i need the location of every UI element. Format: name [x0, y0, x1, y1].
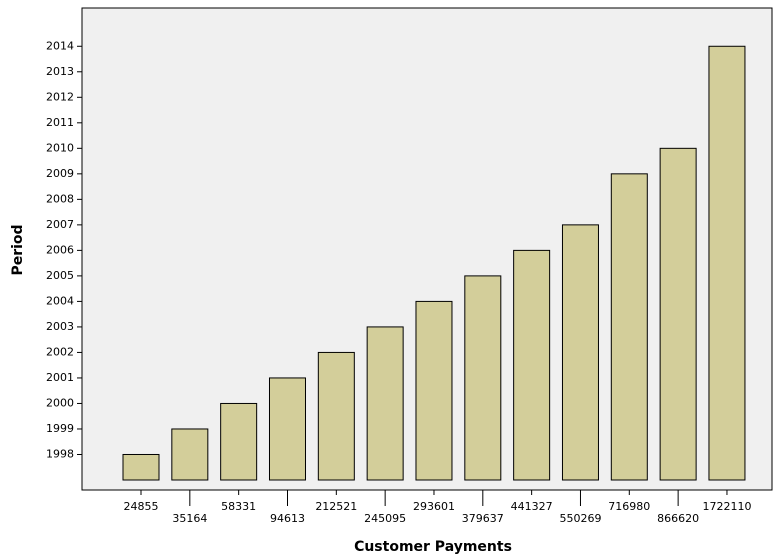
bar — [366, 326, 404, 481]
bar — [171, 428, 209, 481]
x-tick-label: 441327 — [511, 500, 553, 513]
y-tick-label: 2008 — [46, 192, 74, 205]
x-tick-label: 379637 — [462, 512, 504, 525]
x-tick-label: 212521 — [315, 500, 357, 513]
bar — [659, 147, 697, 481]
bar — [317, 351, 355, 481]
x-tick-label: 245095 — [364, 512, 406, 525]
bar — [708, 45, 746, 481]
bar — [268, 377, 306, 481]
y-tick-label: 2010 — [46, 141, 74, 154]
x-axis-title: Customer Payments — [354, 539, 512, 555]
y-tick-label: 2011 — [46, 116, 74, 129]
bar — [415, 300, 453, 481]
x-tick-label: 293601 — [413, 500, 455, 513]
y-tick-label: 2014 — [46, 39, 74, 52]
bar — [561, 224, 599, 481]
y-tick-label: 2005 — [46, 269, 74, 282]
x-tick-label: 866620 — [657, 512, 699, 525]
y-tick-label: 2000 — [46, 396, 74, 409]
bar — [464, 275, 502, 481]
bar — [122, 453, 160, 481]
bar — [513, 249, 551, 481]
y-tick-label: 2006 — [46, 243, 74, 256]
y-tick-label: 2004 — [46, 294, 74, 307]
x-tick-label: 94613 — [270, 512, 305, 525]
x-tick-label: 24855 — [124, 500, 159, 513]
y-tick-label: 1998 — [46, 447, 74, 460]
bar — [220, 402, 258, 481]
y-tick-label: 2003 — [46, 320, 74, 333]
y-tick-label: 2001 — [46, 371, 74, 384]
y-tick-label: 2012 — [46, 90, 74, 103]
x-tick-label: 35164 — [172, 512, 207, 525]
y-tick-label: 2007 — [46, 218, 74, 231]
y-tick-label: 1999 — [46, 422, 74, 435]
y-axis-title: Period — [10, 224, 26, 275]
y-tick-label: 2002 — [46, 345, 74, 358]
y-tick-label: 2009 — [46, 167, 74, 180]
x-tick-label: 1722110 — [702, 500, 751, 513]
x-tick-label: 58331 — [221, 500, 256, 513]
x-tick-label: 716980 — [608, 500, 650, 513]
x-tick-label: 550269 — [559, 512, 601, 525]
y-tick-label: 2013 — [46, 65, 74, 78]
bar — [610, 173, 648, 481]
